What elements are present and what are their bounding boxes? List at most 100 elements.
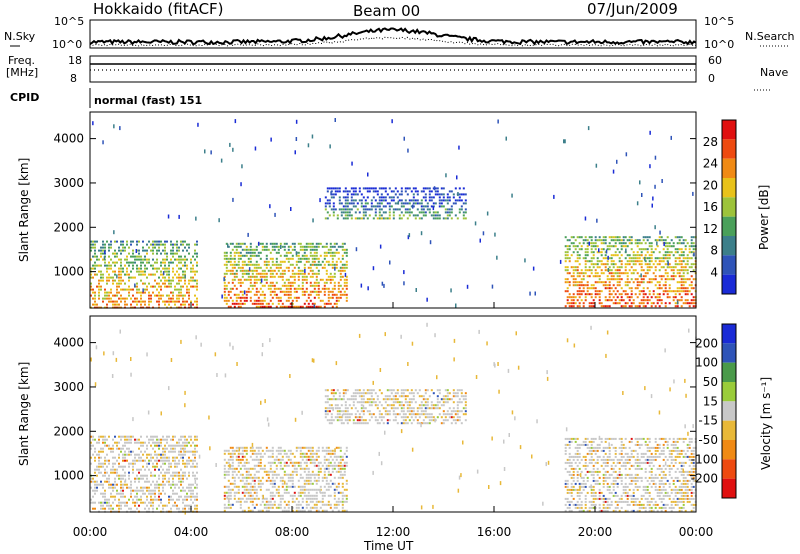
power-cell: [598, 299, 601, 302]
power-cell: [227, 257, 230, 260]
velocity-cell: [194, 477, 196, 480]
velocity-cell: [378, 401, 381, 404]
power-cell: [180, 258, 182, 261]
velocity-cell: [128, 486, 130, 489]
power-cell: [178, 279, 180, 282]
velocity-cell: [418, 407, 421, 410]
power-cell: [684, 263, 687, 266]
power-cell: [458, 187, 461, 190]
power-scatter-cell: [607, 255, 609, 260]
power-cell: [100, 279, 102, 282]
power-cell: [610, 272, 613, 275]
power-cell: [303, 290, 306, 293]
velocity-cell: [574, 440, 577, 443]
power-cell: [402, 205, 405, 208]
power-cell: [330, 208, 333, 211]
power-cell: [257, 296, 260, 299]
power-cell: [289, 296, 292, 299]
velocity-cell: [182, 453, 184, 456]
velocity-cell: [247, 473, 250, 476]
velocity-cell: [564, 509, 567, 512]
power-cell: [642, 275, 645, 278]
velocity-cell: [430, 416, 433, 419]
power-cell: [283, 272, 286, 275]
power-cell: [90, 285, 92, 288]
velocity-cell: [570, 485, 573, 488]
velocity-cell: [96, 480, 98, 483]
power-cell: [225, 260, 228, 263]
power-cell: [343, 266, 346, 269]
power-cell: [231, 257, 234, 260]
power-cell: [321, 245, 324, 248]
velocity-cell: [341, 503, 344, 506]
power-cell: [332, 196, 335, 199]
power-cell: [126, 267, 128, 270]
power-cell: [176, 249, 178, 252]
power-cell: [354, 187, 357, 190]
velocity-cell: [566, 470, 569, 473]
power-cell: [239, 296, 242, 299]
power-cell: [229, 287, 232, 290]
velocity-cell: [572, 497, 575, 500]
power-cell: [102, 246, 104, 249]
velocity-cell: [408, 407, 411, 410]
velocity-cell: [118, 492, 120, 495]
power-cell: [676, 269, 679, 272]
power-cell: [319, 290, 322, 293]
velocity-cell: [311, 488, 314, 491]
velocity-cell: [305, 467, 308, 470]
velocity-cell: [92, 444, 94, 447]
noise-right-tick-top: 10^5: [704, 15, 734, 28]
power-cell: [352, 193, 355, 196]
velocity-cell: [566, 443, 569, 446]
velocity-cell: [251, 494, 254, 497]
velocity-cell: [152, 504, 154, 507]
date-title: 07/Jun/2009: [587, 0, 678, 18]
power-cell: [235, 242, 238, 245]
power-cell: [323, 263, 326, 266]
velocity-cell: [170, 444, 172, 447]
power-cell: [146, 285, 148, 288]
power-cell: [342, 205, 345, 208]
power-cell: [428, 211, 431, 214]
power-cell: [350, 187, 353, 190]
velocity-cell: [134, 501, 136, 504]
velocity-cell: [334, 407, 337, 410]
velocity-cell: [384, 413, 387, 416]
power-cell: [346, 190, 349, 193]
power-cell: [247, 290, 250, 293]
power-cell: [168, 264, 170, 267]
power-scatter-cell: [482, 231, 485, 236]
power-cell: [269, 290, 272, 293]
power-cell: [186, 285, 188, 288]
velocity-cell: [257, 476, 260, 479]
power-cell: [578, 248, 581, 251]
power-cell: [592, 254, 595, 257]
power-cell: [620, 242, 623, 245]
power-cell: [666, 278, 669, 281]
power-cell: [378, 211, 381, 214]
power-cell: [303, 257, 306, 260]
velocity-cell: [333, 476, 336, 479]
power-cell: [568, 302, 571, 305]
power-cell: [259, 299, 262, 302]
velocity-cell: [275, 491, 278, 494]
power-cell: [283, 281, 286, 284]
velocity-cell: [576, 446, 579, 449]
power-cell: [372, 205, 375, 208]
velocity-cell: [344, 404, 347, 407]
power-cell: [114, 252, 116, 255]
power-cell: [686, 302, 689, 305]
power-cell: [235, 287, 238, 290]
power-cell: [174, 300, 176, 303]
power-cell: [636, 245, 639, 248]
velocity-cell: [128, 453, 130, 456]
velocity-cell: [140, 435, 142, 438]
power-cell: [317, 287, 320, 290]
power-cell: [636, 296, 639, 299]
station-title: Hokkaido (fitACF): [93, 0, 224, 18]
power-cell: [666, 257, 669, 260]
power-cell: [564, 305, 567, 308]
velocity-cell: [426, 404, 429, 407]
power-cell: [98, 264, 100, 267]
